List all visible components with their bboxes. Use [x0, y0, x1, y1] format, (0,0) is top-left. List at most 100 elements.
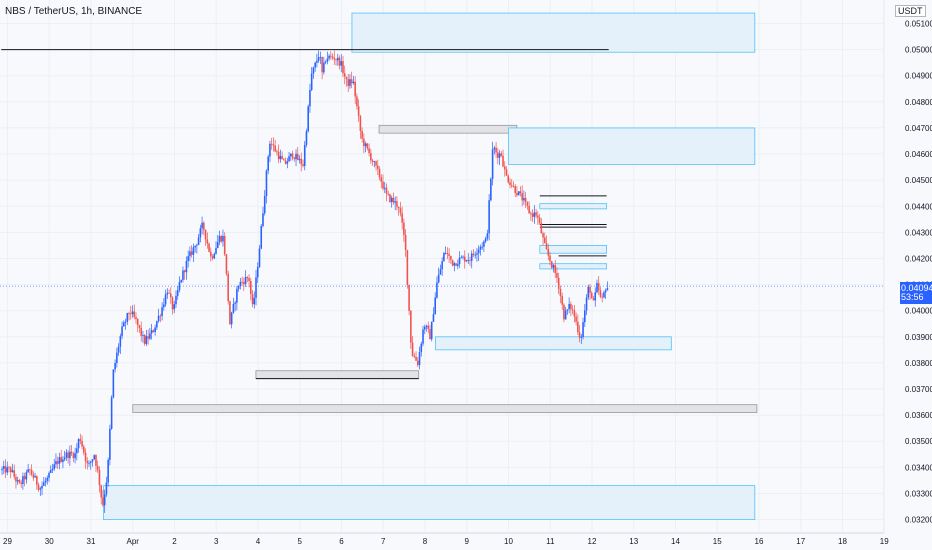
- candle-body: [352, 81, 355, 84]
- candle-body: [126, 313, 129, 322]
- candle-body: [48, 472, 50, 478]
- candle-body: [457, 264, 459, 266]
- candle-body: [81, 440, 83, 447]
- candle-body: [206, 239, 209, 244]
- price-tick-label: 0.05100: [905, 19, 932, 28]
- time-tick-label: Apr: [127, 537, 140, 546]
- candle-body: [587, 286, 590, 298]
- candle-body: [277, 151, 280, 160]
- candle-body: [67, 452, 69, 459]
- currency-unit-label[interactable]: USDT: [895, 5, 926, 17]
- candle-body: [321, 56, 323, 73]
- candle-body: [15, 476, 17, 482]
- candle-body: [343, 73, 346, 77]
- candle-body: [56, 461, 59, 464]
- candle-body: [542, 233, 544, 238]
- candle-body: [36, 476, 38, 485]
- candle-body: [481, 246, 483, 248]
- candle-body: [222, 236, 224, 242]
- candle-body: [429, 329, 431, 340]
- candle-body: [34, 476, 36, 478]
- candle-body: [577, 321, 579, 333]
- price-tick-label: 0.03300: [905, 489, 932, 498]
- candle-body: [564, 310, 567, 320]
- candle-body: [102, 497, 104, 506]
- candle-body: [460, 257, 463, 259]
- candle-body: [270, 143, 273, 145]
- candle-body: [505, 169, 508, 176]
- candle-body: [258, 248, 261, 267]
- candle-body: [227, 273, 229, 302]
- candle-body: [596, 283, 598, 293]
- candle-body: [209, 251, 212, 257]
- candle-body: [422, 329, 424, 344]
- candle-body: [263, 196, 266, 214]
- candle-body: [342, 61, 344, 74]
- candle-body: [453, 263, 456, 266]
- candle-body: [410, 310, 412, 343]
- candle-body: [203, 222, 205, 230]
- candle-body: [176, 290, 179, 296]
- candle-body: [397, 206, 400, 209]
- candle-body: [333, 57, 336, 60]
- candle-body: [236, 288, 238, 303]
- candle-body: [366, 143, 369, 149]
- candle-body: [599, 290, 602, 297]
- price-tick-label: 0.04000: [905, 307, 932, 316]
- candle-body: [70, 451, 73, 454]
- candle-body: [526, 201, 529, 206]
- candle-body: [20, 482, 22, 484]
- demand-zone-rectangle: [435, 336, 672, 351]
- candle-body: [385, 187, 388, 194]
- candle-body: [606, 288, 609, 291]
- candle-body: [107, 459, 109, 483]
- time-tick-label: 9: [465, 537, 470, 546]
- candle-body: [516, 193, 518, 196]
- candle-body: [601, 296, 603, 298]
- candle-body: [123, 322, 125, 327]
- candle-body: [335, 59, 337, 61]
- candle-body: [51, 468, 54, 471]
- candle-body: [436, 282, 438, 298]
- candle-body: [500, 153, 503, 156]
- candle-body: [415, 356, 417, 361]
- candle-body: [185, 260, 188, 273]
- price-tick-label: 0.04500: [905, 176, 932, 185]
- last-price-tag: 0.04094 53:56: [900, 282, 932, 304]
- candle-body: [570, 303, 572, 310]
- candle-body: [350, 79, 353, 84]
- candle-body: [286, 161, 289, 164]
- candle-body: [371, 160, 374, 162]
- price-tick-label: 0.03600: [905, 411, 932, 420]
- candle-body: [517, 191, 520, 196]
- candle-body: [354, 81, 356, 97]
- time-tick-label: 31: [87, 537, 96, 546]
- time-tick-label: 4: [256, 537, 261, 546]
- time-tick-label: 3: [214, 537, 219, 546]
- candle-body: [262, 213, 264, 227]
- candle-body: [157, 315, 160, 322]
- candle-body: [25, 472, 28, 480]
- price-tick-label: 0.03900: [905, 333, 932, 342]
- candle-body: [246, 277, 249, 278]
- candle-body: [502, 155, 504, 167]
- candle-body: [124, 321, 127, 323]
- candle-body: [32, 474, 35, 478]
- time-tick-label: 17: [796, 537, 805, 546]
- candle-body: [63, 457, 66, 460]
- candle-body: [288, 156, 290, 162]
- candle-body: [575, 316, 577, 322]
- candle-body: [53, 464, 56, 469]
- candle-body: [531, 213, 534, 217]
- candle-body: [592, 298, 595, 301]
- candle-body: [237, 285, 240, 289]
- candle-body: [563, 304, 565, 320]
- price-tick-label: 0.04600: [905, 150, 932, 159]
- candle-body: [403, 222, 405, 235]
- supply-zone-rectangle: [132, 404, 758, 413]
- candle-body: [98, 470, 101, 486]
- candle-body: [46, 477, 49, 481]
- candle-body: [1, 468, 3, 470]
